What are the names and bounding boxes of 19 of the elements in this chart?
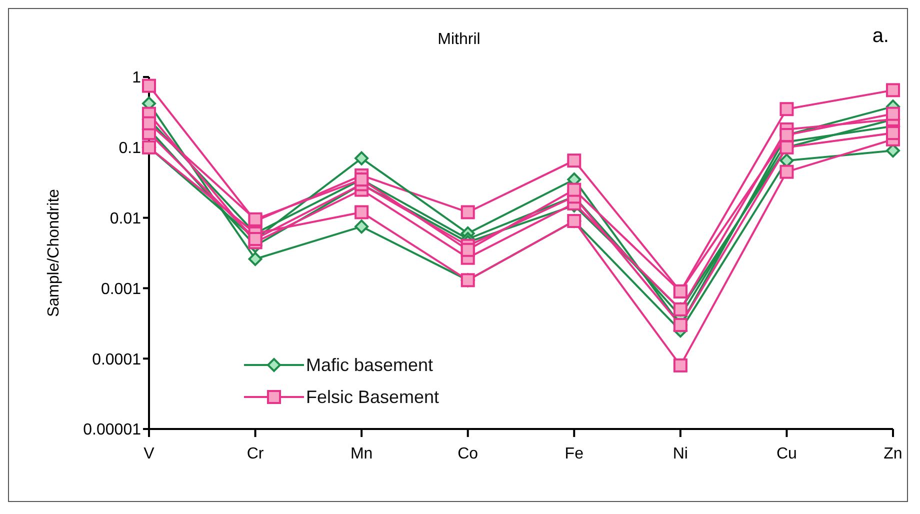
legend-label: Felsic Basement bbox=[306, 386, 440, 408]
y-axis-title: Sample/Chondrite bbox=[46, 188, 63, 318]
y-tick-label: 0.00001 bbox=[83, 422, 142, 439]
y-tick-label: 0.001 bbox=[100, 280, 142, 298]
y-tick-label: 0.0001 bbox=[92, 351, 142, 368]
x-tick-label: Cr bbox=[246, 445, 264, 462]
y-tick-label: 1 bbox=[132, 70, 142, 87]
x-tick-label: Fe bbox=[564, 445, 584, 462]
text: a. bbox=[872, 25, 889, 48]
x-tick-label: Cu bbox=[776, 445, 797, 462]
x-tick-label: Mn bbox=[350, 445, 373, 462]
x-tick-label: Ni bbox=[672, 445, 688, 462]
x-tick-label: Zn bbox=[884, 445, 902, 462]
legend-label: Mafic basement bbox=[306, 354, 434, 376]
chart-title: Mithril bbox=[438, 31, 480, 48]
x-tick-label: Co bbox=[458, 445, 478, 462]
y-tick-label: 0.1 bbox=[118, 140, 142, 158]
x-tick-label: V bbox=[144, 445, 155, 462]
y-tick-label: 0.01 bbox=[110, 210, 142, 228]
